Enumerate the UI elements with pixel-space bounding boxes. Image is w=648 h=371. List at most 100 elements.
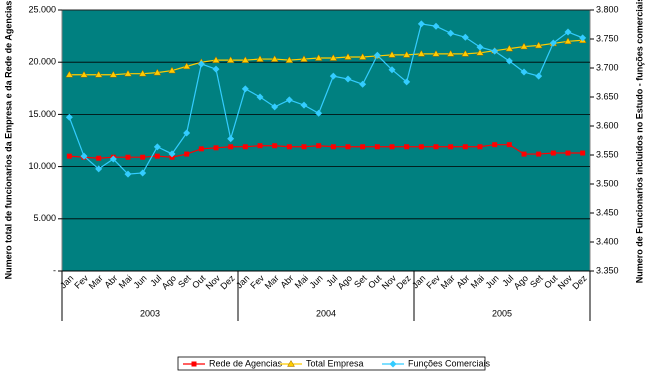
data-point <box>388 50 396 58</box>
legend-label: Rede de Agencias <box>209 358 283 368</box>
data-point <box>580 150 586 156</box>
data-point <box>404 144 410 150</box>
data-point <box>315 109 323 117</box>
data-point <box>300 101 308 109</box>
data-point <box>256 55 264 62</box>
data-point <box>462 144 468 150</box>
y2-tick-label: 3.350 <box>596 265 619 275</box>
group-label: 2004 <box>316 308 336 318</box>
data-point <box>506 142 512 148</box>
data-point <box>228 144 234 150</box>
x-tick-label: Mai <box>469 273 486 290</box>
data-point <box>96 155 102 161</box>
data-point <box>139 169 147 177</box>
data-point <box>491 47 499 55</box>
data-point <box>402 50 411 58</box>
data-point <box>285 56 294 63</box>
data-point <box>241 85 249 93</box>
data-point <box>65 70 74 78</box>
data-point <box>300 55 308 62</box>
data-point <box>432 49 440 57</box>
data-point <box>520 68 528 76</box>
data-point <box>227 135 235 143</box>
data-point <box>448 144 454 150</box>
x-tick-label: Dez <box>570 273 589 292</box>
data-point <box>505 57 513 65</box>
data-point <box>330 144 336 150</box>
x-tick-label: Set <box>528 273 545 290</box>
data-point <box>476 43 484 51</box>
data-point <box>109 155 117 163</box>
data-point <box>403 78 411 86</box>
y-tick-label: 25.000 <box>28 4 56 14</box>
data-point <box>477 144 483 150</box>
data-point <box>373 51 381 59</box>
data-point <box>534 41 543 49</box>
x-tick-label: Jan <box>410 273 427 290</box>
x-tick-label: Out <box>190 273 208 291</box>
data-point <box>138 69 147 77</box>
x-tick-label: Mai <box>293 273 310 290</box>
data-point <box>168 150 176 158</box>
data-point <box>65 113 73 121</box>
x-tick-label: Out <box>366 273 384 291</box>
data-point <box>212 65 220 73</box>
data-point <box>535 72 543 80</box>
data-point <box>417 49 426 57</box>
data-point <box>433 144 439 150</box>
data-point <box>345 144 351 150</box>
data-point <box>329 54 338 61</box>
data-point <box>536 151 542 157</box>
x-tick-label: Set <box>352 273 369 290</box>
data-point <box>359 80 367 88</box>
data-point <box>286 144 292 150</box>
data-point <box>257 143 263 149</box>
y-axis-title: Numero total de funcionarios da Empresa … <box>3 1 13 280</box>
data-point <box>184 151 190 157</box>
data-point <box>95 165 103 173</box>
data-point <box>388 66 396 74</box>
data-point <box>94 70 103 78</box>
legend-label: Funções Comerciais <box>408 358 491 368</box>
data-point <box>256 93 264 101</box>
y-tick-label: 5.000 <box>33 213 56 223</box>
y2-axis-title: Numero de Funcionarios incluidos no Estu… <box>634 0 644 283</box>
data-point <box>124 170 132 178</box>
data-point <box>358 52 367 60</box>
legend-marker <box>389 360 397 368</box>
x-tick-label: Jan <box>234 273 251 290</box>
y-tick-label: 15.000 <box>28 109 56 119</box>
data-point <box>521 151 527 157</box>
data-point <box>198 146 204 152</box>
data-point <box>360 144 366 150</box>
y2-tick-label: 3.400 <box>596 236 619 246</box>
data-point <box>168 66 176 74</box>
y2-tick-label: 3.750 <box>596 33 619 43</box>
data-point <box>183 129 191 137</box>
y2-tick-label: 3.450 <box>596 207 619 217</box>
x-tick-label: Abr <box>102 273 119 290</box>
data-point <box>124 69 132 77</box>
data-point <box>125 154 131 160</box>
data-point <box>314 54 323 61</box>
x-tick-label: Mai <box>117 273 134 290</box>
y-tick-label: 20.000 <box>28 57 56 67</box>
y2-tick-label: 3.650 <box>596 91 619 101</box>
data-point <box>80 152 88 160</box>
y-tick-label: 10.000 <box>28 161 56 171</box>
y-tick-label: - <box>53 265 56 275</box>
data-point <box>153 143 161 151</box>
y2-tick-label: 3.500 <box>596 178 619 188</box>
data-point <box>374 144 380 150</box>
data-point <box>316 143 322 149</box>
legend-marker <box>287 360 295 367</box>
data-point <box>565 150 571 156</box>
legend-label: Total Empresa <box>306 358 364 368</box>
group-label: 2005 <box>492 308 512 318</box>
x-tick-label: Jun <box>483 273 500 290</box>
x-tick-label: Abr <box>454 273 471 290</box>
x-tick-label: Jan <box>58 273 75 290</box>
x-tick-label: Set <box>176 273 193 290</box>
data-point <box>197 60 205 68</box>
